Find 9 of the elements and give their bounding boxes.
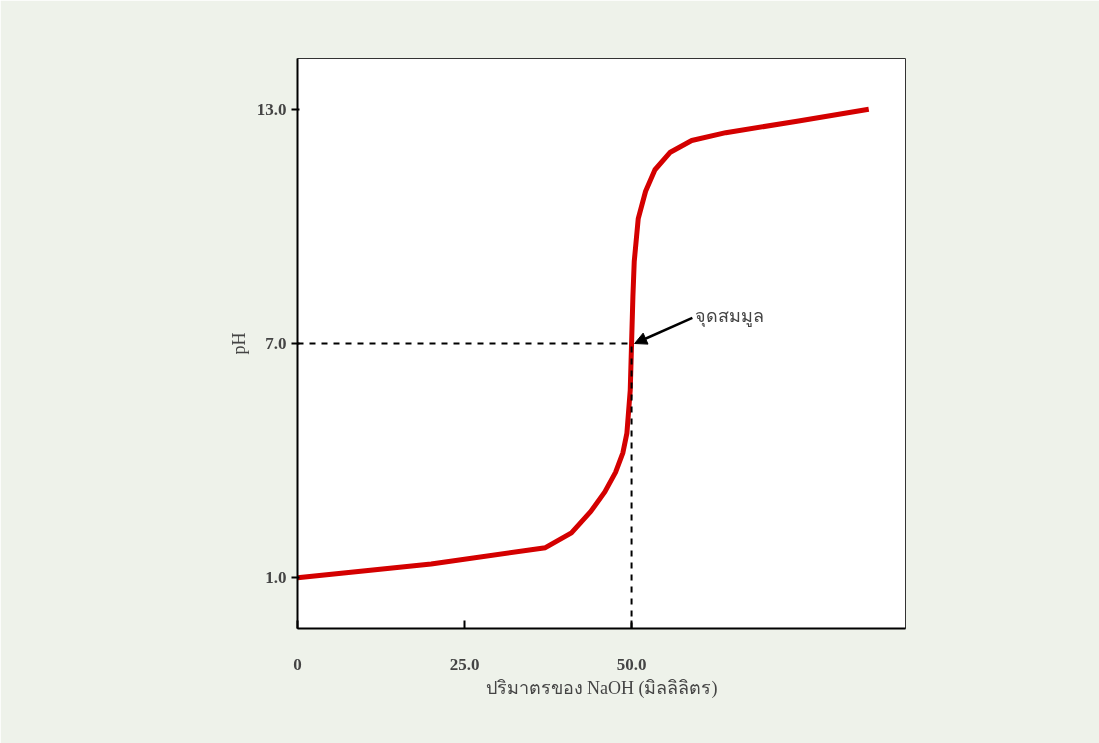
x-axis-title: ปริมาตรของ NaOH (มิลลิลิตร) (485, 677, 718, 699)
annotation: จุดสมมูล (695, 304, 765, 327)
y-tick-label: 1.0 (265, 568, 287, 588)
y-tick-label: 7.0 (265, 334, 287, 353)
x-tick-label: 50.0 (616, 654, 647, 674)
x-tick-label: 0 (293, 654, 302, 674)
y-axis-title: pH (228, 332, 249, 355)
x-tick-label: 25.0 (449, 654, 480, 674)
y-tick-label: 13.0 (256, 99, 287, 119)
